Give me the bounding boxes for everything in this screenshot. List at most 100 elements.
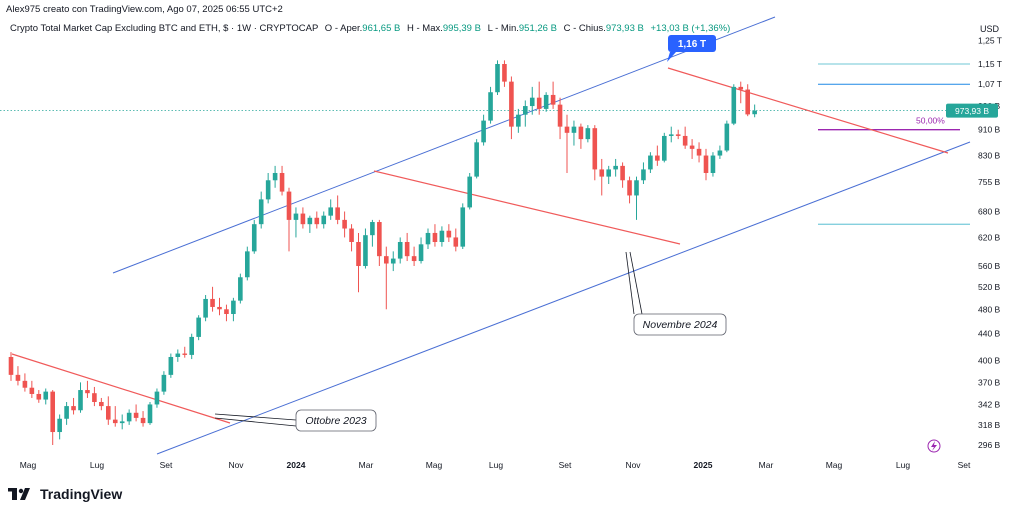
candle-body — [71, 406, 76, 411]
time-tick-label: 2025 — [694, 460, 713, 470]
candle — [571, 120, 577, 146]
candle — [536, 81, 542, 115]
time-tick-label: Lug — [896, 460, 910, 470]
candle-body — [293, 213, 299, 220]
low-value: 951,26 B — [518, 23, 557, 34]
candle — [64, 401, 69, 425]
candle-body — [696, 148, 702, 156]
candle-body — [689, 145, 695, 149]
currency-label[interactable]: USD — [980, 24, 1000, 34]
candle-body — [85, 390, 90, 394]
last-price-tag: 973,93 B — [946, 103, 998, 118]
candle-body — [439, 230, 445, 243]
candle — [439, 226, 445, 247]
candle — [29, 380, 35, 398]
oct2023-callout-box — [295, 409, 377, 432]
candle-body — [328, 207, 333, 216]
candle — [724, 120, 730, 153]
candle-body — [370, 222, 375, 236]
candle — [627, 176, 632, 204]
candle — [655, 145, 660, 166]
candle-body — [154, 391, 160, 405]
candle — [140, 411, 146, 427]
candle — [356, 232, 361, 293]
candle — [488, 86, 493, 124]
candle — [425, 228, 431, 249]
candle — [238, 273, 243, 304]
candle-body — [238, 277, 243, 301]
candle-body — [731, 86, 737, 124]
price-tick-label: 296 B — [978, 440, 1001, 450]
candle-body — [189, 336, 194, 355]
price-tick-label: 830 B — [978, 151, 1001, 161]
candle — [620, 162, 625, 188]
candle-body — [502, 64, 507, 82]
fib-retracement: 50,00% — [818, 63, 970, 225]
candle-body — [523, 106, 528, 115]
lightning-icon[interactable] — [927, 439, 941, 453]
candle — [196, 315, 201, 341]
candle — [126, 409, 132, 425]
candle-body — [265, 180, 271, 200]
candle — [293, 207, 299, 238]
candle-body — [536, 97, 542, 109]
candle-body — [182, 353, 188, 355]
candle-body — [279, 172, 285, 192]
candle — [668, 126, 674, 143]
candle-body — [425, 232, 431, 245]
candle-body — [710, 155, 716, 173]
candle — [189, 333, 194, 360]
price-tick-label: 480 B — [978, 304, 1001, 314]
candle — [502, 60, 507, 87]
candle — [147, 401, 153, 425]
candle — [272, 165, 278, 188]
time-tick-label: Mar — [759, 460, 774, 470]
price-tick-label: 620 B — [978, 232, 1001, 242]
candle — [106, 396, 111, 425]
callout-leader — [625, 251, 635, 315]
candle-body — [543, 94, 549, 109]
tradingview-logo[interactable]: TradingView — [8, 486, 122, 502]
candle — [689, 139, 695, 159]
candle — [460, 203, 466, 249]
candle — [307, 215, 313, 233]
oct2023-callout: Ottobre 2023 — [214, 409, 377, 432]
candle-body — [384, 256, 389, 264]
callout-leader — [214, 417, 297, 427]
candle — [210, 286, 215, 312]
candle — [119, 414, 125, 430]
candle — [529, 86, 535, 115]
candle-body — [210, 298, 215, 307]
nov2024-callout-label: Novembre 2024 — [643, 319, 718, 331]
candle — [564, 114, 570, 173]
candle-body — [342, 219, 347, 229]
high-label: H - Max. — [406, 23, 443, 34]
last-price-tag-label: 973,93 B — [955, 106, 989, 116]
candle-body — [571, 126, 577, 133]
candle — [634, 176, 639, 220]
candle-body — [641, 169, 646, 181]
candle-body — [662, 135, 667, 161]
candle-body — [578, 126, 584, 140]
candle — [342, 211, 347, 238]
candle-body — [411, 256, 417, 262]
candle — [495, 60, 500, 95]
candle — [641, 162, 646, 184]
close-value: 973,93 B — [605, 23, 644, 34]
candle-body — [648, 155, 653, 170]
candle — [662, 132, 667, 163]
candle — [217, 297, 222, 316]
candle — [599, 158, 605, 196]
candle — [377, 219, 382, 267]
price-tick-label: 440 B — [978, 329, 1001, 339]
candle-body — [557, 104, 563, 127]
candle-body — [217, 306, 222, 310]
low-label: L - Min. — [487, 23, 519, 34]
candle — [43, 388, 49, 405]
candle-body — [126, 412, 132, 422]
candle — [467, 172, 472, 210]
candle-body — [224, 309, 229, 315]
candle — [92, 386, 97, 407]
candle — [411, 246, 417, 267]
